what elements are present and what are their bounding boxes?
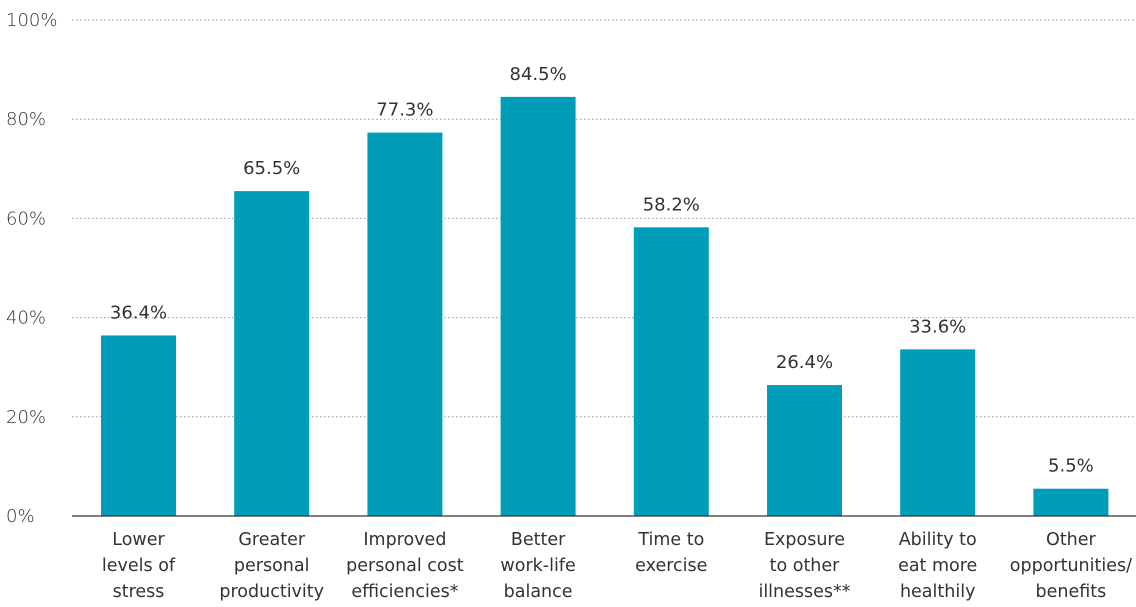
x-category-label-line: eat more: [898, 556, 977, 576]
bars: [101, 96, 1109, 517]
bar: [234, 191, 310, 516]
bar: [500, 96, 576, 516]
x-category-label: Time to exercise: [635, 530, 707, 576]
x-category-label: Better work-life balance: [500, 530, 575, 602]
x-category-label-line: work-life: [500, 556, 575, 576]
y-tick-label: 0%: [6, 506, 35, 527]
x-category-label-line: opportunities/: [1010, 556, 1132, 576]
x-category-label-line: personal: [234, 556, 310, 576]
x-category-label: Other opportunities/benefits: [1010, 530, 1132, 602]
x-category-label-line: Lower: [112, 530, 165, 550]
x-category-label-line: stress: [113, 582, 165, 602]
x-category-label-line: exercise: [635, 556, 707, 576]
data-label: 26.4%: [776, 352, 833, 373]
data-label: 33.6%: [909, 316, 966, 337]
data-label: 58.2%: [643, 194, 700, 215]
gridlines: [72, 19, 1136, 418]
x-category-label-line: efficiencies*: [351, 582, 458, 602]
bar: [367, 132, 443, 517]
x-category-label-line: levels of: [102, 556, 176, 576]
y-tick-label: 60%: [6, 208, 46, 229]
y-tick-label: 100%: [6, 10, 57, 31]
x-category-label-line: healthily: [900, 582, 975, 602]
x-category-label-line: Exposure: [764, 530, 845, 550]
y-axis-tick-labels: 0% 20% 40% 60% 80% 100%: [6, 10, 57, 527]
x-category-label-line: Greater: [238, 530, 305, 550]
x-category-label-line: to other: [770, 556, 841, 576]
data-label: 36.4%: [110, 302, 167, 323]
x-category-label-line: productivity: [219, 582, 324, 602]
x-category-label: Lower levels of stress: [102, 530, 176, 602]
x-axis-category-labels: Lower levels of stress Greater personal produ…: [102, 530, 1132, 602]
x-category-label-line: benefits: [1036, 582, 1107, 602]
bar: [633, 227, 709, 516]
y-tick-label: 20%: [6, 407, 46, 428]
x-category-label: Greater personal productivity: [219, 530, 324, 602]
bar: [900, 349, 976, 516]
data-label: 65.5%: [243, 158, 300, 179]
y-tick-label: 40%: [6, 308, 46, 329]
bar: [101, 335, 176, 516]
data-label: 84.5%: [510, 64, 567, 85]
bar: [1033, 488, 1109, 516]
y-tick-label: 80%: [6, 109, 46, 130]
x-category-label-line: illnesses**: [758, 582, 850, 602]
data-label: 77.3%: [376, 100, 433, 121]
x-category-label-line: Ability to: [899, 530, 977, 550]
x-category-label-line: balance: [504, 582, 573, 602]
data-labels: 36.4% 65.5% 77.3% 84.5% 58.2% 26.4% 33.6% 5.5%: [110, 64, 1094, 477]
data-label: 5.5%: [1048, 456, 1094, 477]
x-category-label: Improved personal cost efficiencies*: [346, 530, 464, 602]
bar: [767, 385, 842, 516]
x-category-label: Exposure to other illnesses**: [758, 530, 850, 602]
x-category-label-line: Time to: [637, 530, 704, 550]
x-category-label-line: Other: [1046, 530, 1096, 550]
x-category-label-line: Improved: [363, 530, 446, 550]
x-category-label-line: Better: [511, 530, 566, 550]
x-category-label: Ability to eat more healthily: [898, 530, 977, 602]
x-category-label-line: personal cost: [346, 556, 464, 576]
